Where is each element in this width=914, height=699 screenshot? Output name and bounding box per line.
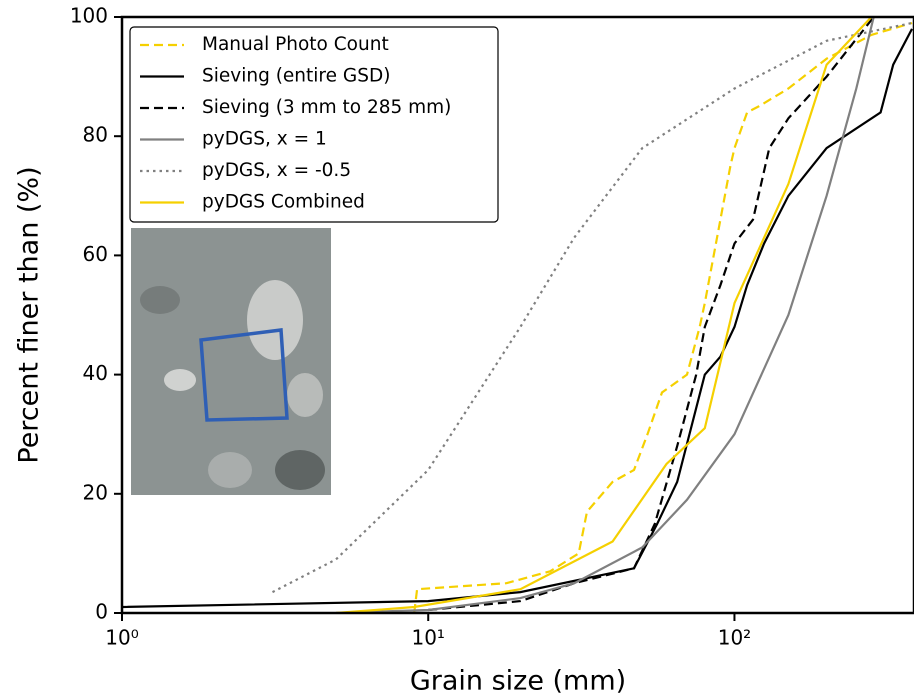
y-tick-label: 0 [95, 600, 108, 624]
inset-photo [131, 228, 331, 495]
photo-stone [275, 450, 325, 490]
y-tick-label: 80 [83, 123, 108, 147]
photo-sample-box [199, 328, 289, 422]
legend-label: Sieving (3 mm to 285 mm) [202, 97, 451, 118]
y-tick-label: 40 [83, 361, 108, 385]
y-tick-label: 60 [83, 242, 108, 266]
photo-stone [247, 280, 303, 360]
legend-label: pyDGS, x = -0.5 [202, 160, 351, 181]
x-tick-label: 10⁰ [105, 626, 138, 650]
plot-frame [120, 15, 914, 615]
photo-stone [287, 373, 323, 417]
photo-stone [164, 369, 196, 391]
series-line [122, 28, 913, 609]
y-tick-label: 20 [83, 480, 108, 504]
x-axis-label: Grain size (mm) [410, 666, 626, 697]
y-tick-label: 100 [70, 4, 108, 28]
x-tick-label: 10¹ [411, 626, 444, 650]
series-line [413, 21, 913, 613]
legend-box [129, 26, 499, 223]
photo-stone [208, 452, 252, 488]
photo-stone [140, 286, 180, 314]
y-axis-label: Percent finer than (%) [14, 166, 45, 463]
series-line [428, 17, 875, 612]
legend-label: Manual Photo Count [202, 34, 389, 55]
legend-label: pyDGS Combined [202, 192, 365, 213]
series-line [335, 17, 873, 613]
legend-label: pyDGS, x = 1 [202, 129, 327, 150]
x-tick-label: 10² [718, 626, 751, 650]
series-line [335, 17, 875, 613]
legend-label: Sieving (entire GSD) [202, 66, 390, 87]
